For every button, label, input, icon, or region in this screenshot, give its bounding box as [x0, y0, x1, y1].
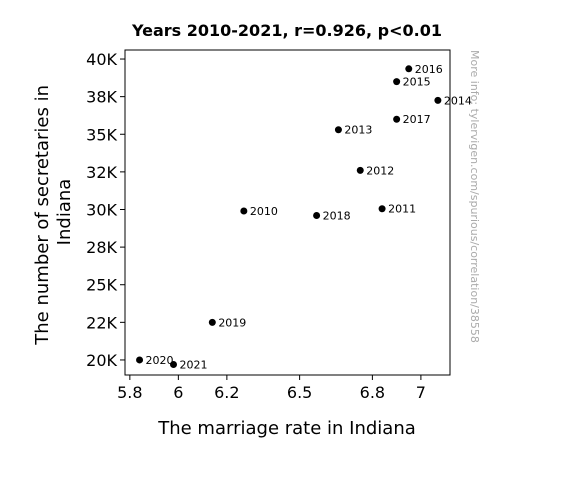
data-point-label: 2010 [250, 205, 278, 218]
data-point [208, 318, 216, 326]
data-point-label: 2013 [344, 124, 372, 137]
y-tick-label: 30K [86, 200, 117, 219]
x-axis-label: The marriage rate in Indiana [157, 418, 416, 439]
data-point-label: 2015 [403, 76, 431, 89]
watermark-text: More info: tylervigen.com/spurious/corre… [468, 50, 481, 343]
y-tick-label: 35K [86, 125, 117, 144]
x-tick-label: 6.5 [287, 383, 312, 402]
data-point-label: 2020 [146, 354, 174, 367]
y-axis-label: The number of secretaries in Indiana [32, 79, 75, 345]
data-point-label: 2012 [366, 164, 394, 177]
data-point [434, 96, 442, 104]
data-point-label: 2014 [444, 94, 472, 107]
plot-area [124, 49, 451, 376]
data-point-label: 2021 [180, 358, 208, 371]
y-tick-label: 32K [86, 163, 117, 182]
y-tick-label: 20K [86, 351, 117, 370]
y-tick-label: 28K [86, 238, 117, 257]
data-point-label: 2016 [415, 63, 443, 76]
data-point [393, 78, 401, 86]
y-axis-ticks: 20K 22K 25K 28K 30K 32K 35K 38K 40K [86, 50, 125, 370]
data-point-label: 2017 [403, 113, 431, 126]
data-point [334, 126, 342, 134]
data-point [356, 166, 364, 174]
data-point [170, 360, 178, 368]
data-point [136, 356, 144, 364]
x-tick-label: 5.8 [117, 383, 142, 402]
data-point [240, 207, 248, 215]
y-axis-label-line-1: The number of secretaries in [32, 85, 53, 346]
x-tick-label: 6.8 [360, 383, 385, 402]
y-tick-label: 22K [86, 313, 117, 332]
data-point-label: 2019 [218, 316, 246, 329]
x-tick-label: 6 [173, 383, 183, 402]
y-axis-label-line-2: Indiana [54, 179, 75, 246]
data-point [393, 115, 401, 123]
data-point [313, 212, 321, 220]
y-tick-label: 38K [86, 88, 117, 107]
x-tick-label: 7 [416, 383, 426, 402]
chart-title: Years 2010-2021, r=0.926, p<0.01 [131, 21, 442, 40]
data-point-label: 2011 [388, 203, 416, 216]
y-tick-label: 40K [86, 50, 117, 69]
x-axis-ticks: 5.8 6 6.2 6.5 6.8 7 [117, 375, 426, 402]
x-tick-label: 6.2 [214, 383, 239, 402]
data-point [378, 205, 386, 213]
data-point [405, 65, 413, 73]
data-point-label: 2018 [323, 210, 351, 223]
y-tick-label: 25K [86, 276, 117, 295]
